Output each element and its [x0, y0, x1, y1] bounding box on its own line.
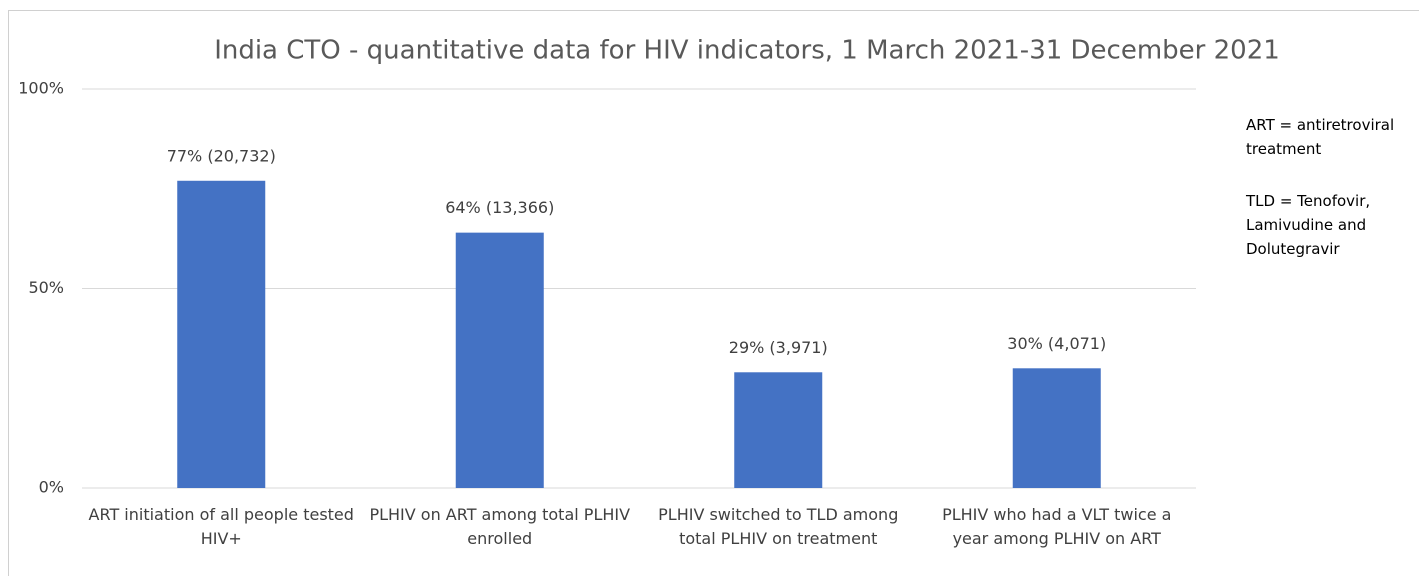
x-tick-label: PLHIV switched to TLD among total PLHIV …: [658, 505, 899, 548]
bar: [455, 232, 544, 488]
bar: [177, 180, 266, 488]
data-label: 29% (3,971): [729, 338, 828, 357]
data-label: 77% (20,732): [167, 146, 276, 165]
y-tick-label: 0%: [39, 478, 64, 497]
y-tick-label: 50%: [28, 278, 64, 297]
data-label: 64% (13,366): [445, 198, 554, 217]
chart-title: India CTO - quantitative data for HIV in…: [214, 36, 1280, 66]
x-tick-label: PLHIV who had a VLT twice a year among P…: [942, 505, 1172, 548]
data-label: 30% (4,071): [1007, 334, 1106, 353]
x-tick-label: ART initiation of all people tested HIV+: [88, 505, 354, 548]
chart-border: [8, 10, 1419, 576]
annotation: TLD = Tenofovir, Lamivudine and Dolutegr…: [1246, 192, 1371, 258]
y-tick-label: 100%: [18, 79, 64, 98]
x-tick-label: PLHIV on ART among total PLHIV enrolled: [369, 505, 631, 548]
bar: [1012, 368, 1101, 488]
annotation: ART = antiretroviral treatment: [1246, 116, 1395, 158]
bar: [734, 372, 823, 488]
